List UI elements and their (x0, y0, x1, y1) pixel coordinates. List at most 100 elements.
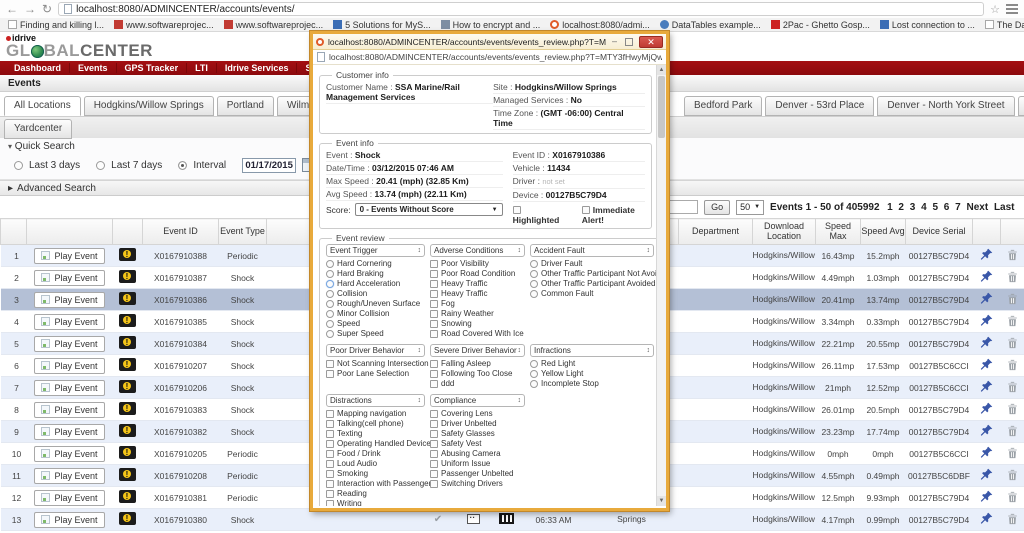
pin-icon[interactable] (980, 358, 993, 371)
bookmark-item[interactable]: localhost:8080/admi... (550, 20, 650, 30)
review-option[interactable]: Switching Drivers (430, 479, 525, 489)
review-option[interactable]: Loud Audio (326, 459, 425, 469)
review-option[interactable]: Mapping navigation (326, 409, 425, 419)
event-camera-icon[interactable] (119, 314, 136, 327)
review-option[interactable]: Heavy Traffic (430, 279, 525, 289)
table-row[interactable]: 14 Play Event X0167910204 Shock 10862 ✎✎… (0, 530, 1024, 533)
review-option[interactable]: Common Fault (530, 289, 654, 299)
popup-title-bar[interactable]: localhost:8080/ADMINCENTER/accounts/even… (313, 34, 666, 50)
checkbox-icon[interactable] (430, 480, 438, 488)
review-option[interactable]: Super Speed (326, 329, 425, 339)
go-button[interactable]: Go (704, 199, 731, 215)
review-option[interactable]: Hard Braking (326, 269, 425, 279)
bookmark-item[interactable]: How to encrypt and ... (440, 20, 540, 30)
radio-icon[interactable] (530, 360, 538, 368)
tab-denver-north-york-street[interactable]: Denver - North York Street (877, 96, 1015, 116)
checkbox-icon[interactable] (430, 290, 438, 298)
event-camera-icon[interactable] (119, 468, 136, 481)
checkbox-icon[interactable] (430, 280, 438, 288)
trash-icon[interactable] (1007, 293, 1018, 305)
review-option[interactable]: Abusing Camera (430, 449, 525, 459)
checkbox-icon[interactable] (430, 430, 438, 438)
radio-icon[interactable] (530, 260, 538, 268)
review-option[interactable]: Other Traffic Participant Not Avoided (530, 269, 666, 279)
review-option[interactable]: Minor Collision (326, 309, 425, 319)
maximize-icon[interactable] (625, 37, 633, 46)
score-select[interactable]: 0 - Events Without Score ▼ (354, 203, 503, 216)
page-link-7[interactable]: 7 (955, 201, 961, 213)
review-option[interactable]: Interaction with Passengers (326, 479, 435, 489)
radio-icon[interactable] (530, 270, 538, 278)
checkbox-icon[interactable] (430, 450, 438, 458)
play-event-button[interactable]: Play Event (34, 313, 105, 330)
review-option[interactable]: Speed (326, 319, 425, 329)
review-option[interactable]: Talking(cell phone) (326, 419, 425, 429)
pin-icon[interactable] (980, 424, 993, 437)
review-group-header[interactable]: Infractions (530, 344, 654, 357)
review-option[interactable]: Yellow Light (530, 369, 654, 379)
radio-icon[interactable] (326, 280, 334, 288)
pin-icon[interactable] (980, 402, 993, 415)
review-option[interactable]: Rainy Weather (430, 309, 525, 319)
tab-hodgkins-willow-springs[interactable]: Hodgkins/Willow Springs (83, 96, 214, 116)
checkbox-icon[interactable] (430, 380, 438, 388)
checkbox-icon[interactable] (430, 270, 438, 278)
nav-item-gps-tracker[interactable]: GPS Tracker (117, 63, 188, 73)
review-option[interactable]: Safety Vest (430, 439, 525, 449)
tab-all-locations[interactable]: All Locations (4, 96, 81, 116)
pin-icon[interactable] (980, 380, 993, 393)
review-option[interactable]: Poor Lane Selection (326, 369, 425, 379)
review-option[interactable]: Texting (326, 429, 425, 439)
radio-icon[interactable] (530, 380, 538, 388)
checkbox-icon[interactable] (326, 500, 334, 506)
checkbox-icon[interactable] (430, 440, 438, 448)
review-option[interactable]: Incomplete Stop (530, 379, 654, 389)
event-camera-icon[interactable] (119, 446, 136, 459)
radio-icon[interactable] (326, 270, 334, 278)
trash-icon[interactable] (1007, 425, 1018, 437)
review-option[interactable]: Following Too Close (430, 369, 525, 379)
trash-icon[interactable] (1007, 337, 1018, 349)
tab-yardcenter[interactable]: Yardcenter (4, 119, 73, 139)
checkbox-icon[interactable] (430, 320, 438, 328)
review-group-header[interactable]: Event Trigger (326, 244, 425, 257)
review-option[interactable]: Falling Asleep (430, 359, 525, 369)
pin-icon[interactable] (980, 468, 993, 481)
immediate-alert-checkbox[interactable] (581, 206, 590, 214)
scroll-down-icon[interactable]: ▼ (657, 496, 666, 506)
event-camera-icon[interactable] (119, 248, 136, 261)
play-event-button[interactable]: Play Event (34, 357, 105, 374)
page-size-select[interactable]: 50 ▼ (736, 199, 765, 215)
checkbox-icon[interactable] (430, 260, 438, 268)
review-group-header[interactable]: Accident Fault (530, 244, 654, 257)
checkbox-icon[interactable] (326, 410, 334, 418)
play-event-button[interactable]: Play Event (34, 401, 105, 418)
review-option[interactable]: Writing (326, 499, 425, 506)
trash-icon[interactable] (1007, 469, 1018, 481)
event-camera-icon[interactable] (119, 490, 136, 503)
play-event-button[interactable]: Play Event (34, 269, 105, 286)
bookmark-item[interactable]: www.softwareprojec... (223, 20, 323, 30)
review-group-header[interactable]: Poor Driver Behavior (326, 344, 425, 357)
bookmark-item[interactable]: The Data Charmer: ... (984, 20, 1024, 30)
radio-icon[interactable] (326, 330, 334, 338)
trash-icon[interactable] (1007, 403, 1018, 415)
review-option[interactable]: Rough/Uneven Surface (326, 299, 425, 309)
trash-icon[interactable] (1007, 271, 1018, 283)
play-event-button[interactable]: Play Event (34, 335, 105, 352)
highlighted-checkbox[interactable] (512, 206, 521, 214)
pin-icon[interactable] (980, 512, 993, 525)
review-option[interactable]: Collision (326, 289, 425, 299)
review-option[interactable]: Poor Road Condition (430, 269, 525, 279)
play-event-button[interactable]: Play Event (34, 489, 105, 506)
bookmark-item[interactable]: 5 Solutions for MyS... (333, 20, 431, 30)
radio-icon[interactable] (326, 320, 334, 328)
tab-portland[interactable]: Portland (216, 96, 274, 116)
nav-item-events[interactable]: Events (70, 63, 117, 73)
review-option[interactable]: Reading (326, 489, 425, 499)
review-option[interactable]: Snowing (430, 319, 525, 329)
browser-menu-icon[interactable] (1006, 2, 1018, 16)
event-camera-icon[interactable] (119, 424, 136, 437)
page-link-3[interactable]: 3 (909, 201, 916, 213)
play-event-button[interactable]: Play Event (34, 467, 105, 484)
